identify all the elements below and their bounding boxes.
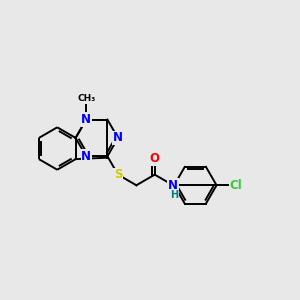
Text: O: O xyxy=(150,152,160,165)
Text: H: H xyxy=(170,190,178,200)
Text: N: N xyxy=(168,179,178,192)
Text: N: N xyxy=(81,113,91,126)
Text: S: S xyxy=(114,168,122,181)
Text: N: N xyxy=(113,131,123,144)
Text: CH₃: CH₃ xyxy=(77,94,95,103)
Text: N: N xyxy=(81,150,91,163)
Text: Cl: Cl xyxy=(229,179,242,192)
